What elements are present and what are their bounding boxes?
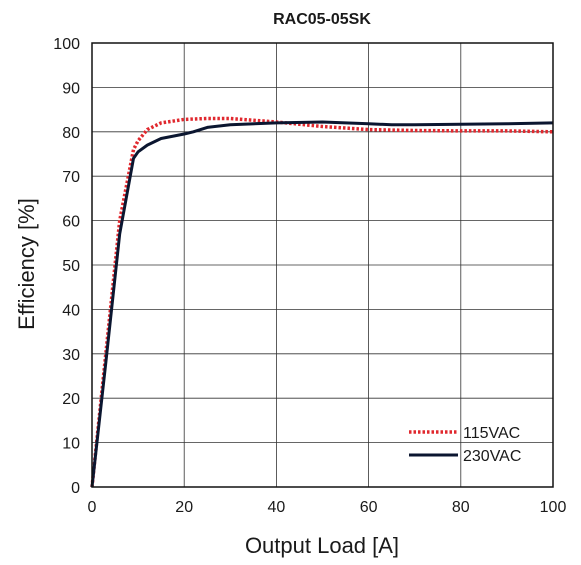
x-tick-labels: 0 20 40 60 80 100: [88, 499, 567, 516]
x-tick-label: 100: [540, 499, 567, 516]
y-tick-label: 80: [62, 125, 80, 142]
series-line-230vac: [90, 120, 554, 488]
x-tick-label: 0: [88, 499, 97, 516]
y-tick-label: 10: [62, 436, 80, 453]
y-tick-label: 50: [62, 258, 80, 275]
x-tick-label: 80: [452, 499, 470, 516]
y-tick-label: 40: [62, 302, 80, 319]
y-tick-label: 20: [62, 391, 80, 408]
legend: 115VAC 230VAC: [409, 425, 521, 465]
x-tick-label: 60: [360, 499, 378, 516]
chart-title: RAC05-05SK: [273, 11, 371, 28]
x-tick-label: 40: [268, 499, 286, 516]
series-lines: [90, 116, 554, 488]
y-tick-label: 100: [53, 36, 80, 53]
x-axis-title: Output Load [A]: [245, 533, 399, 558]
y-axis-title: Efficiency [%]: [14, 198, 39, 330]
legend-label-230vac: 230VAC: [463, 448, 521, 465]
y-tick-labels: 0 10 20 30 40 50 60 70 80 90 100: [53, 36, 80, 497]
legend-label-115vac: 115VAC: [463, 425, 520, 442]
x-tick-label: 20: [175, 499, 193, 516]
y-tick-label: 30: [62, 347, 80, 364]
series-line-115vac: [90, 116, 554, 488]
plot-frame: [91, 42, 554, 488]
y-tick-label: 0: [71, 480, 80, 497]
y-tick-label: 90: [62, 80, 80, 97]
y-tick-label: 60: [62, 214, 80, 231]
grid: [91, 42, 554, 488]
y-tick-label: 70: [62, 169, 80, 186]
